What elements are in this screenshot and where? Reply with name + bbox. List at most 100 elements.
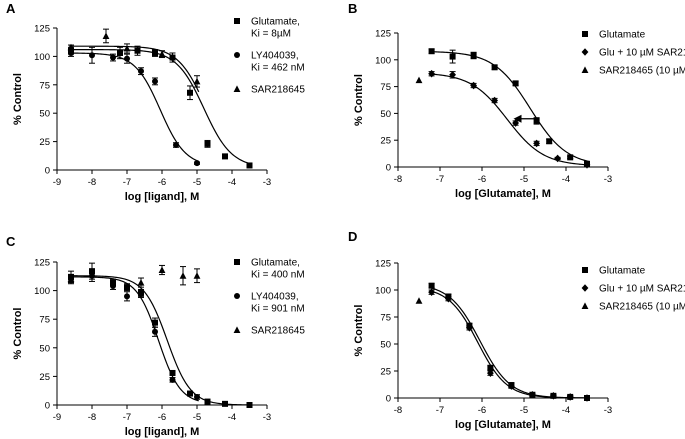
legend-label-line: Glu + 10 µM SAR218645 [599,284,685,295]
data-point [533,139,540,148]
data-point [470,81,477,90]
y-axis-title: % Control [353,305,365,357]
y-axis-title: % Control [12,308,24,360]
data-point [102,32,110,39]
data-point [138,291,144,298]
legend-label-line: Glutamate, [251,17,300,28]
data-point [546,138,553,145]
legend-label: SAR218465 (10 µM) [599,302,685,313]
data-point [583,394,591,402]
fit-curve [69,276,199,402]
legend-marker [581,66,589,73]
y-tick-label: 50 [380,109,391,120]
legend-label-line: Glutamate [599,30,646,41]
data-point [187,390,193,397]
data-point [428,282,435,289]
data-point [204,398,211,405]
legend-label: Glutamate, Ki = 8µM [251,17,300,40]
data-point [415,297,423,304]
legend-label: LY404039, Ki = 462 nM [251,51,305,74]
legend-label-line: SAR218645 [251,85,305,96]
legend-label-line: Glu + 10 µM SAR218645 [599,48,685,59]
data-point [508,382,515,390]
data-point [204,140,211,147]
legend-label-line: SAR218465 (10 µM) [599,66,685,77]
x-axis-title: log [ligand], M [125,426,200,438]
fit-curve [429,51,590,163]
data-point [491,64,498,71]
x-axis-title: log [Glutamate], M [455,188,551,200]
data-point [152,328,158,335]
data-point [169,54,176,61]
data-point [487,364,494,371]
x-tick-label: -5 [193,412,201,423]
data-point [246,402,253,408]
data-point [110,283,116,290]
legend-marker [234,293,240,299]
legend-marker [234,52,240,58]
x-tick-label: -4 [562,174,570,185]
data-point [554,154,561,163]
data-point [67,275,75,283]
data-point [89,272,95,279]
data-point [124,284,130,291]
y-tick-label: 100 [34,286,50,297]
legend-label-line: Glutamate [599,266,646,277]
y-tick-label: 0 [386,163,391,174]
data-point [138,68,144,75]
data-point [193,272,201,279]
data-point [449,71,456,79]
data-point [158,50,166,58]
data-point [512,119,519,127]
x-tick-label: -4 [228,412,236,423]
y-tick-label: 25 [39,372,50,383]
legend-marker [234,259,240,265]
data-point [428,288,435,296]
data-point [68,49,74,56]
data-point [533,117,540,124]
data-point [512,80,519,87]
data-point [428,69,435,78]
data-point [466,324,473,332]
y-tick-label: 100 [375,286,391,297]
y-tick-label: 100 [375,55,391,66]
data-point [137,278,145,286]
x-tick-label: -6 [158,412,166,423]
data-point [124,55,130,62]
y-axis-title: % Control [12,73,24,125]
data-point [445,294,452,303]
x-tick-label: -3 [263,177,271,188]
y-tick-label: 125 [34,24,50,35]
data-point [193,77,201,85]
panel-b: B 0 25 50 75 100 125 -8 -7 -6 -5 -4 -3 log [Glutamate… [348,1,685,200]
data-point [124,293,130,300]
panel-letter: D [348,229,357,244]
x-tick-label: -6 [478,174,486,185]
x-axis-title: log [Glutamate], M [455,419,551,431]
data-point [222,400,228,407]
data-point [222,153,228,160]
data-point [158,266,166,274]
y-tick-label: 50 [39,109,50,120]
legend-label: Glu + 10 µM SAR218645 [599,284,685,295]
legend-label: SAR218645 [251,85,305,96]
legend-label-line: Ki = 400 nM [251,270,305,281]
y-axis-title: % Control [353,74,365,126]
fit-curve [69,45,200,93]
legend-label-line: SAR218645 [251,326,305,337]
data-point [123,44,131,52]
panel-letter: A [6,1,16,16]
data-point [449,53,456,60]
legend-marker [233,326,241,333]
y-tick-label: 0 [45,401,50,412]
panel-d: D 0 25 50 75 100 125 -8 -7 -6 -5 -4 -3 log [Glutamate… [348,229,685,431]
legend-marker [581,284,589,292]
data-point [583,161,591,169]
data-point [194,160,200,167]
fit-curve [429,73,590,166]
y-tick-label: 50 [39,343,50,354]
legend-marker [582,267,588,273]
y-tick-label: 25 [380,136,391,147]
y-tick-label: 75 [380,82,391,93]
